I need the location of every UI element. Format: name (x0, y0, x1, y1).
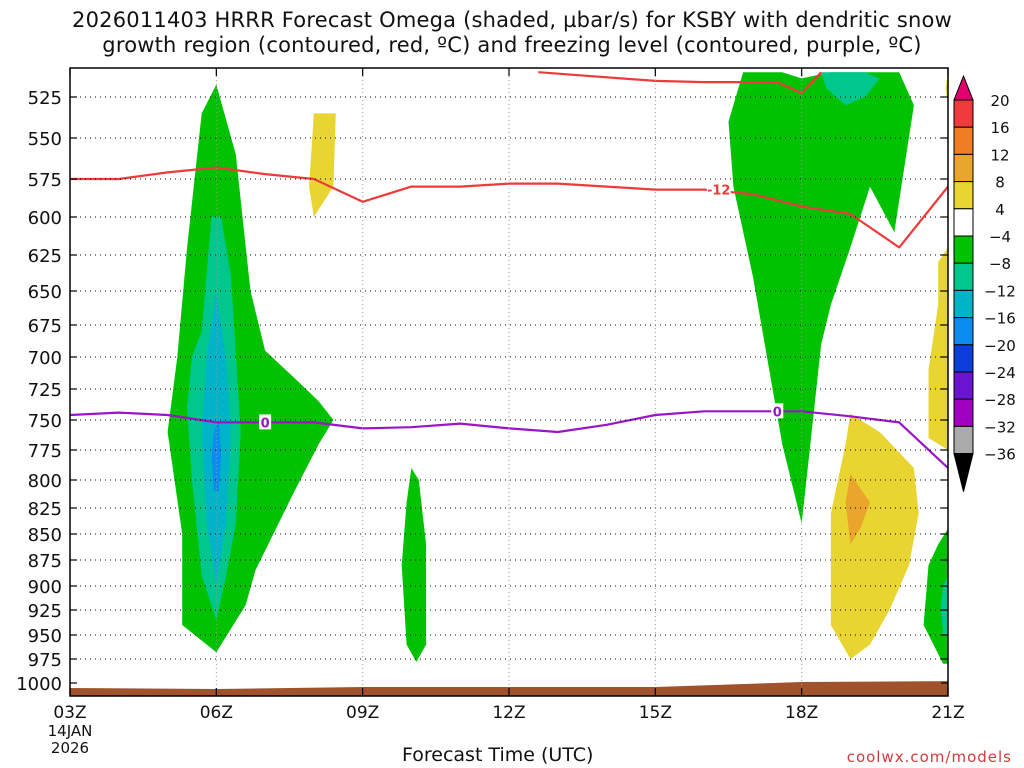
colorbar-label-0: 20 (990, 92, 1009, 110)
colorbar-label-13: −36 (984, 446, 1016, 464)
y-tick-label-750: 750 (28, 411, 62, 432)
y-tick-label-950: 950 (28, 626, 62, 647)
omega-region-11 (923, 528, 948, 664)
y-tick-label-650: 650 (28, 282, 62, 303)
y-tick-label-975: 975 (28, 650, 62, 671)
dgz-top-contour-line (538, 71, 823, 95)
y-tick-label-575: 575 (28, 170, 62, 191)
x-tick-label-06Z: 06Z (200, 703, 233, 723)
y-tick-label-825: 825 (28, 499, 62, 520)
colorbar-segment-5 (953, 208, 974, 237)
x-tick-label-21Z: 21Z (931, 703, 964, 723)
colorbar-label-9: −20 (984, 337, 1016, 355)
y-tick-label-900: 900 (28, 577, 62, 598)
colorbar-segment-9 (953, 317, 974, 346)
y-tick-label-550: 550 (28, 129, 62, 150)
omega-region-3 (211, 420, 222, 492)
colorbar-segment-8 (953, 289, 974, 319)
watermark: coolwx.com/models (846, 748, 1012, 766)
freezing-label-bg-1 (771, 403, 784, 419)
x-tick-label-18Z: 18Z (785, 703, 818, 723)
omega-region-6 (728, 72, 914, 524)
y-tick-label-725: 725 (28, 380, 62, 401)
x-tick-label-03Z: 03Z (53, 703, 86, 723)
y-tick-label-525: 525 (28, 88, 62, 109)
colorbar-label-4: 4 (995, 201, 1005, 219)
x-tick-label-15Z: 15Z (639, 703, 672, 723)
omega-region-10 (928, 247, 948, 450)
colorbar-label-11: −28 (984, 391, 1016, 409)
x-start-date-0: 14JAN (48, 722, 93, 740)
colorbar-segment-13 (953, 425, 974, 455)
colorbar-top-arrow (953, 74, 974, 101)
colorbar-segment-4 (953, 181, 974, 210)
colorbar-segment-10 (953, 344, 974, 373)
colorbar-label-1: 16 (990, 119, 1009, 137)
colorbar-segment-1 (953, 99, 974, 128)
x-tick-label-12Z: 12Z (492, 703, 525, 723)
omega-region-8 (830, 413, 919, 659)
y-tick-label-1000: 1000 (16, 674, 62, 695)
colorbar-segment-3 (953, 153, 974, 183)
y-tick-label-675: 675 (28, 316, 62, 337)
colorbar-label-5: −4 (989, 228, 1011, 246)
colorbar-label-10: −24 (984, 364, 1016, 382)
colorbar-segment-11 (953, 371, 974, 400)
colorbar-label-3: 8 (995, 174, 1005, 192)
y-tick-label-850: 850 (28, 525, 62, 546)
x-tick-label-09Z: 09Z (346, 703, 379, 723)
omega-region-4 (309, 113, 336, 217)
freezing-contour-label-1: 0 (773, 405, 782, 420)
y-tick-label-925: 925 (28, 601, 62, 622)
y-tick-label-600: 600 (28, 208, 62, 229)
omega-region-5 (401, 468, 427, 662)
x-axis-label: Forecast Time (UTC) (402, 744, 594, 766)
omega-region-9 (845, 474, 870, 545)
x-start-date-1: 2026 (51, 739, 89, 757)
plot-layer (70, 71, 948, 696)
colorbar-label-2: 12 (990, 146, 1009, 164)
colorbar-segment-7 (953, 262, 974, 291)
colorbar-label-6: −8 (989, 255, 1011, 273)
chart-title-line2: growth region (contoured, red, ºC) and f… (102, 33, 922, 57)
y-tick-label-625: 625 (28, 246, 62, 267)
vgrid-layer (215, 68, 803, 696)
colorbar-segment-6 (953, 235, 974, 264)
dgz-contour-label: -12 (707, 184, 731, 199)
freezing-contour-label-0: 0 (261, 416, 270, 431)
dgz-contour-line (70, 166, 948, 249)
colorbar-segment-2 (953, 126, 974, 155)
y-tick-label-800: 800 (28, 471, 62, 492)
colorbar-bottom-arrow (953, 453, 974, 492)
dgz-label-bg (706, 181, 731, 197)
colorbar-segment-12 (953, 398, 974, 427)
colorbar-label-8: −16 (984, 310, 1016, 328)
y-tick-label-700: 700 (28, 348, 62, 369)
y-tick-label-775: 775 (28, 441, 62, 462)
omega-region-12 (940, 575, 948, 635)
y-tick-label-875: 875 (28, 551, 62, 572)
colorbar-label-12: −32 (984, 418, 1016, 436)
freezing-label-bg-0 (259, 414, 272, 430)
chart-title-line1: 2026011403 HRRR Forecast Omega (shaded, … (72, 8, 952, 32)
colorbar-label-7: −12 (984, 282, 1016, 300)
